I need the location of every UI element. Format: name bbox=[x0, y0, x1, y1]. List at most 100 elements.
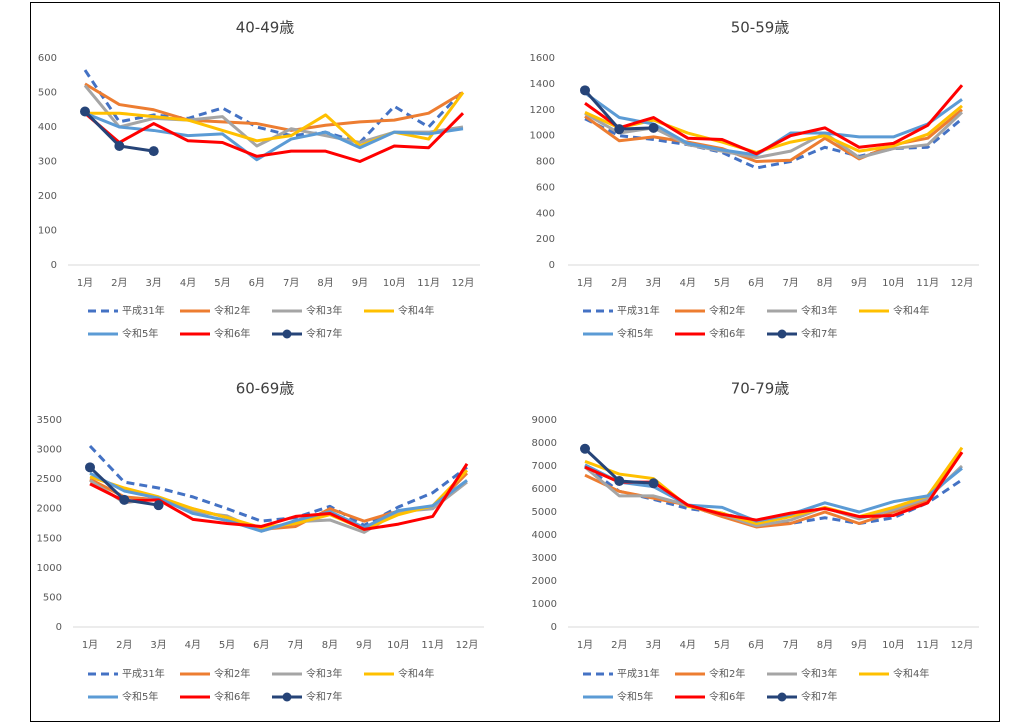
chart-title: 40-49歳 bbox=[236, 19, 295, 37]
x-tick-label: 7月 bbox=[287, 639, 303, 651]
legend-marker bbox=[282, 329, 292, 339]
y-tick-label: 5000 bbox=[532, 507, 557, 518]
x-tick-label: 1月 bbox=[577, 277, 593, 289]
series-line bbox=[89, 471, 468, 533]
x-tick-label: 12月 bbox=[452, 277, 475, 289]
y-tick-label: 7000 bbox=[532, 461, 557, 472]
y-tick-label: 100 bbox=[38, 226, 57, 237]
point bbox=[648, 478, 659, 489]
legend-label: 令和6年 bbox=[214, 690, 250, 703]
y-tick-label: 1500 bbox=[37, 533, 62, 544]
y-tick-label: 200 bbox=[38, 191, 57, 202]
legend-label: 令和4年 bbox=[893, 304, 929, 317]
legend-label: 令和7年 bbox=[801, 327, 837, 340]
point bbox=[614, 475, 625, 486]
y-tick-label: 800 bbox=[536, 157, 555, 168]
y-tick-label: 400 bbox=[536, 208, 555, 219]
x-tick-label: 6月 bbox=[249, 277, 265, 289]
y-tick-label: 500 bbox=[43, 592, 62, 603]
chart-title: 60-69歳 bbox=[236, 380, 295, 398]
chart-title: 50-59歳 bbox=[731, 19, 790, 37]
legend-label: 令和3年 bbox=[306, 304, 342, 317]
point bbox=[148, 146, 159, 157]
y-tick-label: 0 bbox=[51, 260, 57, 271]
x-tick-label: 1月 bbox=[82, 639, 98, 651]
legend-label: 令和4年 bbox=[398, 304, 434, 317]
y-tick-label: 1000 bbox=[530, 131, 555, 142]
x-tick-label: 10月 bbox=[882, 277, 905, 289]
y-tick-label: 600 bbox=[536, 182, 555, 193]
series-line bbox=[584, 84, 964, 156]
x-tick-label: 3月 bbox=[645, 277, 661, 289]
y-tick-label: 1600 bbox=[530, 53, 555, 64]
x-tick-label: 10月 bbox=[387, 639, 410, 651]
x-tick-label: 8月 bbox=[817, 277, 833, 289]
y-tick-label: 400 bbox=[38, 122, 57, 133]
y-tick-label: 2000 bbox=[37, 504, 62, 515]
y-tick-label: 4000 bbox=[532, 530, 557, 541]
x-tick-label: 2月 bbox=[611, 277, 627, 289]
y-tick-label: 1000 bbox=[37, 563, 62, 574]
x-tick-label: 11月 bbox=[916, 277, 939, 289]
x-tick-label: 4月 bbox=[180, 277, 196, 289]
series-line bbox=[84, 112, 465, 163]
y-tick-label: 0 bbox=[551, 622, 557, 633]
x-tick-label: 10月 bbox=[383, 277, 406, 289]
legend-label: 令和7年 bbox=[306, 327, 342, 340]
x-tick-label: 1月 bbox=[577, 639, 593, 651]
legend-label: 令和3年 bbox=[306, 667, 342, 680]
y-tick-label: 600 bbox=[38, 53, 57, 64]
series-line bbox=[584, 446, 964, 525]
legend-marker bbox=[777, 692, 787, 702]
x-tick-label: 8月 bbox=[317, 277, 333, 289]
series-line bbox=[84, 111, 464, 162]
legend-label: 令和7年 bbox=[801, 690, 837, 703]
y-tick-label: 1200 bbox=[530, 105, 555, 116]
y-tick-label: 3500 bbox=[37, 415, 62, 426]
series-line bbox=[584, 463, 963, 523]
legend-label: 令和6年 bbox=[709, 327, 745, 340]
point bbox=[119, 494, 130, 505]
series-line bbox=[88, 444, 468, 527]
x-tick-label: 5月 bbox=[214, 277, 230, 289]
y-tick-label: 300 bbox=[38, 157, 57, 168]
y-tick-label: 3000 bbox=[532, 553, 557, 564]
x-tick-label: 3月 bbox=[146, 277, 162, 289]
series-line bbox=[584, 111, 964, 160]
x-tick-label: 4月 bbox=[680, 277, 696, 289]
y-tick-label: 2500 bbox=[37, 474, 62, 485]
legend-label: 平成31年 bbox=[617, 304, 660, 317]
x-tick-label: 9月 bbox=[356, 639, 372, 651]
x-tick-label: 12月 bbox=[951, 639, 974, 651]
legend-label: 令和5年 bbox=[617, 690, 653, 703]
x-tick-label: 3月 bbox=[645, 639, 661, 651]
y-tick-label: 1400 bbox=[530, 79, 555, 90]
x-tick-label: 8月 bbox=[322, 639, 338, 651]
point bbox=[80, 106, 90, 117]
y-tick-label: 9000 bbox=[532, 415, 557, 426]
legend-label: 令和3年 bbox=[801, 667, 837, 680]
series-line bbox=[85, 91, 465, 148]
chart-title: 70-79歳 bbox=[731, 380, 790, 398]
x-tick-label: 11月 bbox=[421, 639, 444, 651]
x-tick-label: 11月 bbox=[916, 639, 939, 651]
x-tick-label: 2月 bbox=[611, 639, 627, 651]
x-tick-label: 7月 bbox=[782, 277, 798, 289]
point bbox=[648, 122, 659, 133]
legend-label: 平成31年 bbox=[122, 304, 165, 317]
y-tick-label: 0 bbox=[56, 622, 62, 633]
point bbox=[580, 443, 590, 454]
y-tick-label: 3000 bbox=[37, 445, 62, 456]
series-line bbox=[84, 82, 464, 132]
y-tick-label: 6000 bbox=[532, 484, 557, 495]
x-tick-label: 11月 bbox=[417, 277, 440, 289]
series-line bbox=[89, 462, 469, 531]
x-tick-label: 6月 bbox=[748, 277, 764, 289]
legend-label: 令和4年 bbox=[398, 667, 434, 680]
x-tick-label: 7月 bbox=[283, 277, 299, 289]
point bbox=[153, 500, 164, 511]
y-tick-label: 2000 bbox=[532, 576, 557, 587]
legend-label: 令和5年 bbox=[617, 327, 653, 340]
point bbox=[85, 462, 95, 473]
